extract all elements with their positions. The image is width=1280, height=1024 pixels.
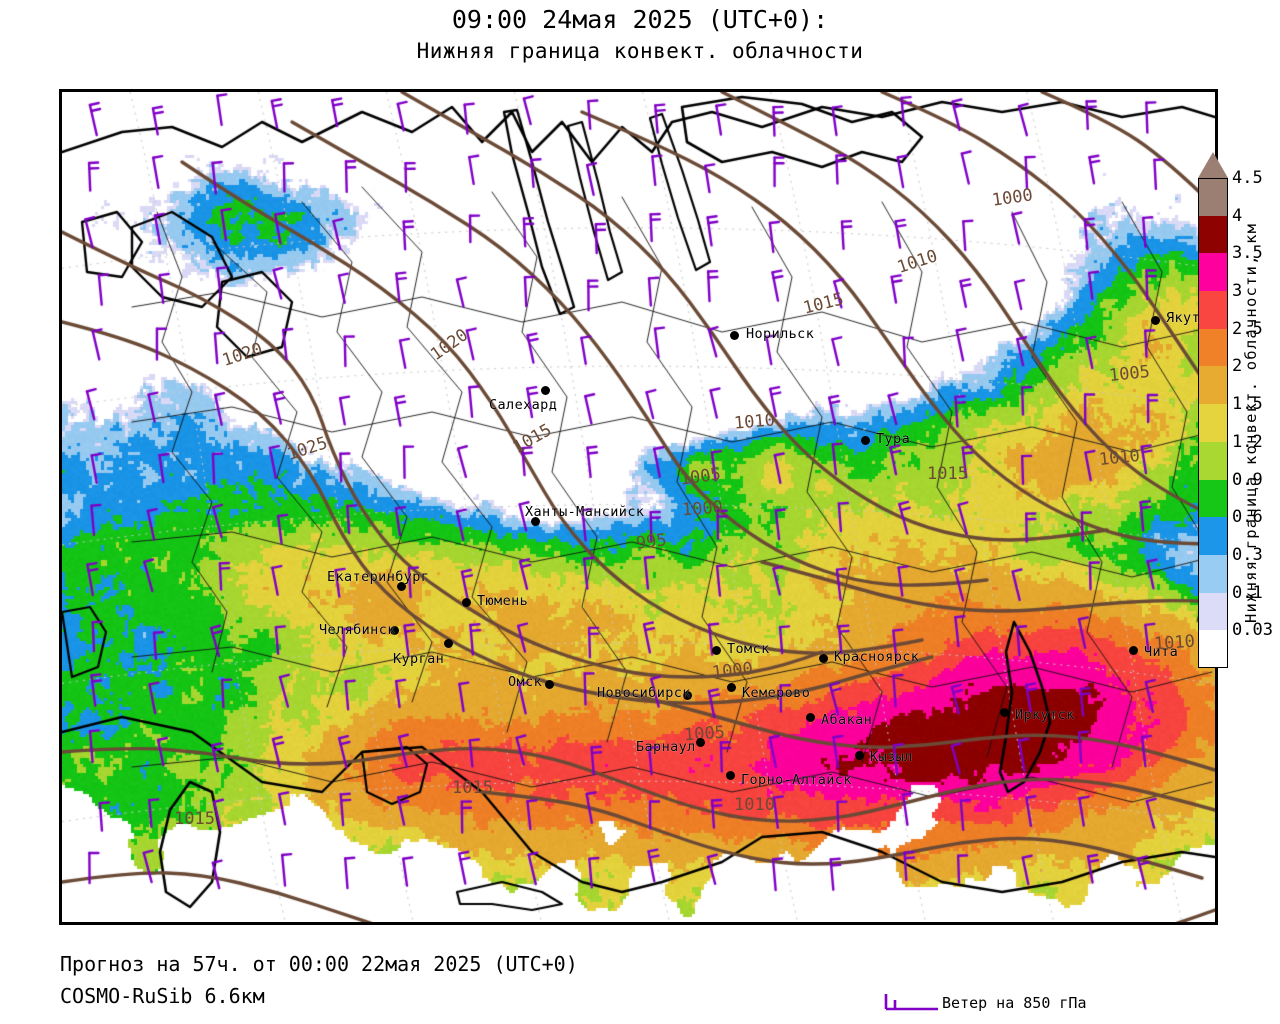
- colorbar-tick-label: 3.5: [1232, 243, 1263, 264]
- colorbar-band: [1198, 554, 1228, 593]
- map-raster-field: [62, 92, 1215, 922]
- colorbar-over-arrow: [1198, 152, 1228, 178]
- colorbar-band: [1198, 404, 1228, 442]
- colorbar-band: [1198, 366, 1228, 405]
- colorbar-band: [1198, 291, 1228, 329]
- colorbar-tick-label: 1.2: [1232, 431, 1263, 452]
- colorbar-tick-label: 0.1: [1232, 582, 1263, 603]
- wind-legend: Ветер на 850 гПа: [878, 990, 1208, 1020]
- colorbar-tick-label: 4.5: [1232, 168, 1263, 188]
- colorbar-band: [1198, 592, 1228, 631]
- colorbar-band: [1198, 517, 1228, 555]
- colorbar-tick-label: 4: [1232, 205, 1243, 226]
- colorbar-band: [1198, 178, 1228, 216]
- colorbar-tick-label: 2.5: [1232, 318, 1263, 339]
- colorbar: 0.03 0.1 0.3 0.6 0.9 1.2 1.5 2 2.5 3 3.5 4 4.5: [1198, 152, 1273, 668]
- page-title-datetime: 09:00 24мая 2025 (UTC+0):: [451, 5, 829, 34]
- colorbar-axis-label: Нижняя граница конвект. облачности, км: [1242, 222, 1260, 624]
- colorbar-band: [1198, 215, 1228, 254]
- colorbar-band: [1198, 479, 1228, 518]
- colorbar-tick-label: 3: [1232, 281, 1243, 302]
- colorbar-tick-label: 0.3: [1232, 544, 1263, 565]
- colorbar-band: [1198, 328, 1228, 367]
- colorbar-tick-label: 2: [1232, 356, 1243, 377]
- colorbar-tick-label: 1.5: [1232, 394, 1263, 415]
- wind-legend-label: Ветер на 850 гПа: [942, 994, 1087, 1012]
- weather-map[interactable]: 1020 1025 1015 1020 1010 1005 1000 995 1000 1010 1…: [59, 89, 1218, 925]
- model-info-line: COSMO-RuSib 6.6км: [60, 984, 265, 1008]
- colorbar-band: [1198, 630, 1228, 668]
- colorbar-band: [1198, 441, 1228, 480]
- page-title-variable: Нижняя граница конвект. облачности: [416, 39, 864, 63]
- colorbar-band: [1198, 253, 1228, 292]
- colorbar-tick-label: 0.6: [1232, 507, 1263, 528]
- colorbar-tick-label: 0.03: [1232, 620, 1273, 641]
- colorbar-tick-label: 0.9: [1232, 469, 1263, 490]
- wind-barb-icon: [884, 994, 938, 1011]
- page-title-block: 09:00 24мая 2025 (UTC+0): Нижняя граница…: [0, 4, 1280, 66]
- forecast-info-line: Прогноз на 57ч. от 00:00 22мая 2025 (UTC…: [60, 952, 578, 976]
